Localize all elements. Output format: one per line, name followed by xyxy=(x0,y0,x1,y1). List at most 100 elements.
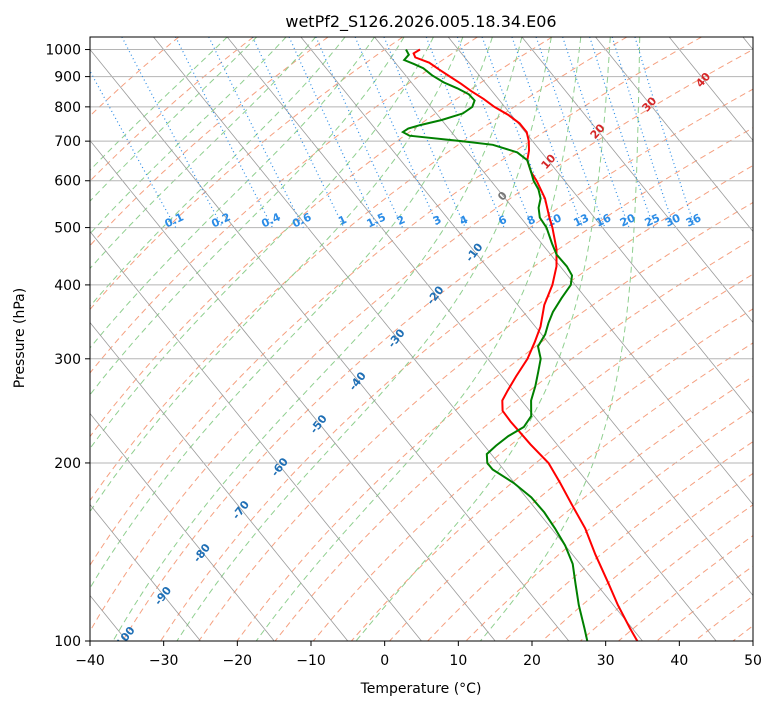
x-tick-label: 10 xyxy=(449,653,467,669)
background-lines xyxy=(90,37,775,641)
mixing-ratio-line xyxy=(425,37,505,228)
dry-adiabat-line xyxy=(198,164,753,641)
mixing-ratio-label: 1 xyxy=(336,213,348,228)
moist-adiabat-line xyxy=(255,37,582,641)
y-tick-label: 500 xyxy=(54,221,81,237)
y-axis-ticks: 100 200 300 400 500 600 700 800 900 1000 xyxy=(45,43,90,650)
plot-frame xyxy=(89,36,754,642)
x-axis-ticks: −40 −30 −20 −10 0 10 20 30 40 50 xyxy=(75,641,762,669)
mixing-ratio-line xyxy=(315,37,404,228)
moist-adiabat-line xyxy=(480,37,641,641)
mixing-ratio-label: 36 xyxy=(684,211,704,229)
x-tick-label: −30 xyxy=(149,653,179,669)
dry-adiabat-line xyxy=(90,37,553,438)
y-tick-label: 600 xyxy=(54,174,81,190)
dewpoint-profile-line xyxy=(400,49,589,641)
moist-adiabat-label: 20 xyxy=(588,121,608,141)
isotherm-line xyxy=(90,412,275,641)
dry-adiabat-line xyxy=(90,37,478,374)
moist-adiabat-label: 10 xyxy=(539,152,559,172)
isotherm-line xyxy=(90,230,422,641)
x-tick-label: 30 xyxy=(597,653,615,669)
isotherm-line xyxy=(90,321,349,641)
mixing-ratio-label: 10 xyxy=(544,211,564,229)
moist-adiabat-line xyxy=(90,37,287,235)
mixing-ratio-label: 2 xyxy=(395,213,407,228)
isotherm-line xyxy=(90,503,201,641)
moist-adiabat-line xyxy=(176,37,552,641)
temperature-profile-line xyxy=(412,48,639,641)
dry-adiabat-line xyxy=(580,504,753,641)
mixing-ratio-label: 20 xyxy=(618,211,638,229)
dry-adiabat-line xyxy=(618,534,753,641)
x-tick-label: 40 xyxy=(670,653,688,669)
mixing-ratio-line xyxy=(252,37,345,228)
moist-adiabat-line xyxy=(90,37,346,307)
y-tick-label: 1000 xyxy=(45,43,81,59)
line-labels: 0.1 0.2 0.4 0.6 1 1.5 2 3 4 6 8 10 13 16 20 25 30 36-100-… xyxy=(110,70,713,641)
x-tick-label: −10 xyxy=(296,653,326,669)
x-axis-label: Temperature (°C) xyxy=(360,681,482,697)
mixing-ratio-line xyxy=(121,37,224,228)
dry-adiabat-line xyxy=(90,37,180,117)
isotherm-line xyxy=(90,48,570,641)
y-tick-label: 200 xyxy=(54,456,81,472)
dry-adiabat-line xyxy=(427,375,753,641)
mixing-ratio-label: 16 xyxy=(594,211,614,229)
moist-adiabat-line xyxy=(90,37,375,349)
dry-adiabat-line xyxy=(122,88,753,641)
mixing-ratio-label: 25 xyxy=(643,211,662,229)
mixing-ratio-line xyxy=(589,37,655,228)
mixing-ratio-line xyxy=(562,37,630,228)
moist-adiabat-line xyxy=(90,37,405,396)
isotherm-line xyxy=(742,37,753,51)
moist-adiabat-label: 30 xyxy=(640,94,660,114)
mixing-ratio-line xyxy=(383,37,466,228)
mixing-ratio-line xyxy=(90,69,177,228)
dry-adiabat-line xyxy=(465,408,753,641)
moist-adiabat-line xyxy=(90,37,228,172)
dry-adiabat-line xyxy=(541,472,753,641)
x-tick-label: 50 xyxy=(744,653,762,669)
isotherm-line xyxy=(521,37,753,324)
mixing-ratio-label: 30 xyxy=(663,211,683,229)
y-tick-label: 100 xyxy=(54,634,81,650)
mixing-ratio-label: 4 xyxy=(458,213,471,228)
x-tick-label: −20 xyxy=(223,653,253,669)
dry-adiabat-line xyxy=(90,37,702,567)
mixing-ratio-label: 13 xyxy=(572,211,591,229)
dry-adiabat-line xyxy=(771,37,775,641)
isotherm-line xyxy=(595,37,753,233)
mixing-ratio-line xyxy=(456,37,534,228)
y-tick-label: 400 xyxy=(54,278,81,294)
mixing-ratio-line xyxy=(634,37,696,228)
mixing-ratio-line xyxy=(208,37,304,228)
mixing-ratio-line xyxy=(511,37,584,228)
mixing-ratio-line xyxy=(354,37,440,228)
chart-title: wetPf2_S126.2026.005.18.34.E06 xyxy=(285,12,556,32)
dry-adiabat-line xyxy=(656,565,753,641)
isotherm-line xyxy=(668,37,753,142)
isotherm-line xyxy=(300,37,753,597)
y-tick-label: 300 xyxy=(54,352,81,368)
dry-adiabat-line xyxy=(90,37,628,502)
dry-adiabat-line xyxy=(274,238,753,641)
isotherm-line xyxy=(447,37,753,415)
mixing-ratio-line xyxy=(535,37,606,228)
mixing-ratio-label: 6 xyxy=(496,213,509,228)
moist-adiabat-line xyxy=(355,37,611,641)
moist-adiabat-line xyxy=(90,37,493,590)
moist-adiabat-line xyxy=(112,37,523,641)
dry-adiabat-line xyxy=(90,37,329,247)
dry-adiabat-line xyxy=(732,625,753,641)
isotherm-line xyxy=(90,139,496,641)
mixing-ratio-line xyxy=(288,37,379,228)
profile-lines xyxy=(400,48,639,641)
dry-adiabat-line xyxy=(236,201,753,641)
moist-adiabat-line xyxy=(90,37,464,513)
y-tick-label: 700 xyxy=(54,134,81,150)
mixing-ratio-line xyxy=(611,37,675,228)
dry-adiabat-line xyxy=(90,48,753,633)
x-tick-label: −40 xyxy=(75,653,105,669)
